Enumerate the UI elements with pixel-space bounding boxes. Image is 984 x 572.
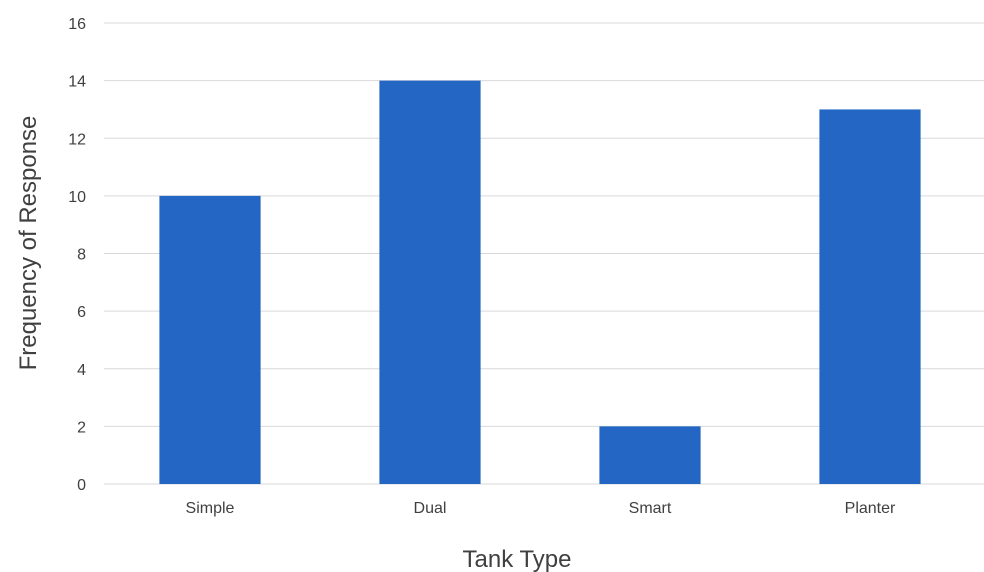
y-tick-label: 0 (77, 477, 86, 494)
x-tick-label: Dual (414, 500, 447, 517)
x-tick-label: Planter (845, 500, 896, 517)
x-tick-label: Smart (629, 500, 672, 517)
y-tick-label: 6 (77, 304, 86, 321)
y-axis-ticks: 0 2 4 6 8 10 12 14 16 (68, 16, 86, 494)
bars (159, 80, 921, 484)
y-tick-label: 10 (68, 189, 86, 206)
x-tick-label: Simple (186, 500, 235, 517)
y-axis-title: Frequency of Response (15, 116, 42, 371)
bar-simple (159, 195, 261, 484)
y-tick-label: 8 (77, 247, 86, 264)
y-tick-label: 4 (77, 362, 86, 379)
y-tick-label: 16 (68, 16, 86, 33)
bar-dual (379, 80, 481, 484)
x-axis-ticks: Simple Dual Smart Planter (186, 500, 896, 517)
bar-smart (599, 426, 701, 484)
x-axis-title: Tank Type (463, 546, 572, 572)
y-tick-label: 14 (68, 74, 86, 91)
bar-planter (819, 109, 921, 484)
y-tick-label: 12 (68, 131, 86, 148)
y-tick-label: 2 (77, 419, 86, 436)
